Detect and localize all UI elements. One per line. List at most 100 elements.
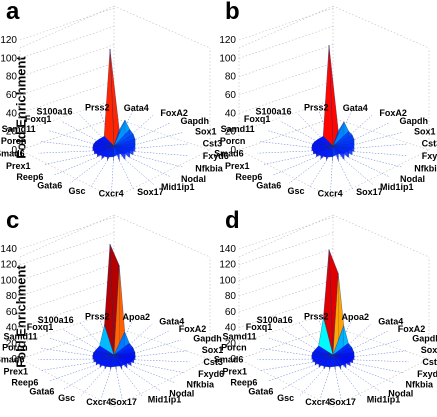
gene-label: Nfkbia	[195, 163, 224, 173]
y-tick-label: 120	[219, 260, 236, 271]
gene-label: Foxq1	[27, 322, 54, 332]
spoke	[78, 113, 115, 151]
gene-label: Gata4	[343, 103, 368, 113]
spoke	[332, 149, 353, 190]
gene-label: Reep6	[230, 377, 257, 387]
gene-label: Prex1	[4, 366, 29, 376]
gene-label: Prss2	[85, 311, 110, 321]
surface-wall	[113, 354, 123, 370]
gene-label: Nodal	[400, 174, 425, 184]
gene-label: Gapdh	[412, 334, 437, 344]
gene-label: S100a16	[37, 106, 73, 116]
y-tick-label: 40	[6, 323, 18, 334]
y-tick-label: 20	[6, 127, 18, 138]
y-tick-label: 100	[219, 275, 236, 286]
gene-label: Smad6	[0, 148, 25, 158]
y-tick-label: 0	[230, 145, 236, 156]
gene-label: Fxyd6	[422, 151, 437, 161]
gene-label: Reep6	[11, 377, 38, 387]
gene-label: Prex1	[225, 161, 250, 171]
surface-wall	[332, 145, 345, 160]
gene-label: Cst3	[422, 138, 437, 148]
spoke	[113, 149, 134, 190]
spoke	[268, 337, 334, 360]
gene-label: Prss2	[304, 102, 329, 112]
y-tick-label: 120	[0, 260, 17, 271]
spoke	[332, 358, 395, 384]
panel-c: c Fold Enrichment 0 20 40 60 80 100 120 140 Apoa…	[0, 207, 224, 417]
gene-label: Mid1ip1	[367, 394, 401, 404]
gene-label: Nfkbia	[405, 380, 434, 390]
gene-label: Sox1	[421, 345, 437, 355]
gene-label: Reep6	[235, 172, 262, 182]
gene-label: Prex1	[223, 366, 248, 376]
gene-label: Cxcr4	[305, 397, 330, 407]
spoke	[50, 358, 115, 381]
y-tick-label: 20	[225, 127, 237, 138]
surface	[92, 48, 136, 162]
gene-label: Foxq1	[25, 114, 52, 124]
spoke	[113, 358, 143, 397]
spoke	[49, 337, 115, 360]
gene-label: Foxq1	[244, 114, 271, 124]
gene-label: Porcn	[221, 342, 247, 352]
gene-label: Cst3	[203, 357, 223, 367]
surface-wall	[113, 145, 126, 160]
gene-label: Samd11	[222, 331, 256, 341]
surface-wall	[332, 145, 339, 162]
gene-label: Smad6	[0, 354, 24, 364]
gene-label: Gapdh	[180, 116, 209, 126]
y-tick-label: 40	[6, 108, 18, 119]
gene-label: Sox17	[110, 397, 137, 407]
spoke	[47, 130, 115, 151]
surface-wall	[113, 145, 120, 162]
gene-label: Gata6	[37, 181, 62, 191]
gene-label: Nfkbia	[186, 380, 215, 390]
gene-label: FoxA2	[379, 108, 407, 118]
grid-box	[238, 5, 430, 199]
gene-label: Gsc	[58, 393, 75, 403]
y-tick-label: 80	[6, 72, 18, 83]
gene-label: Samd11	[221, 124, 255, 134]
gene-label: Gata6	[29, 387, 54, 397]
gene-label: Sox1	[195, 126, 217, 136]
spoke	[332, 358, 362, 397]
surface-wall	[113, 354, 128, 369]
gene-label: FoxA2	[398, 324, 426, 334]
gene-label: Reep6	[16, 172, 43, 182]
gene-label: Sox17	[356, 187, 383, 197]
gene-label: Gata4	[378, 316, 403, 326]
panel-label: b	[225, 0, 240, 25]
gene-label: Gsc	[68, 186, 85, 196]
gene-label: Fxyd6	[417, 369, 437, 379]
y-tick-label: 60	[225, 307, 237, 318]
spoke	[113, 339, 181, 360]
surface-wall	[113, 354, 117, 371]
gene-label: Fxyd6	[198, 369, 224, 379]
gene-label: Mid1ip1	[380, 182, 414, 192]
gene-label: Prex1	[6, 161, 31, 171]
gene-label: Gata6	[248, 387, 273, 397]
gene-label: Samd11	[3, 331, 37, 341]
surface	[92, 244, 136, 371]
gene-label: Apoa2	[123, 312, 151, 322]
gene-label: FoxA2	[179, 324, 207, 334]
gene-label: Gapdh	[193, 334, 222, 344]
y-tick-label: 60	[6, 90, 18, 101]
spoke	[332, 323, 372, 360]
gene-label: Cxcr4	[99, 188, 124, 198]
panel-label: c	[6, 207, 20, 234]
spoke	[81, 358, 115, 396]
gene-label: Gsc	[277, 393, 294, 403]
gene-label: Cst3	[422, 357, 437, 367]
gene-label: S100a16	[257, 315, 293, 325]
gene-label: Apoa2	[342, 312, 370, 322]
gene-label: Sox17	[137, 187, 164, 197]
gene-label: Prss2	[304, 311, 329, 321]
surface-wall	[113, 145, 115, 162]
y-tick-label: 60	[6, 307, 18, 318]
